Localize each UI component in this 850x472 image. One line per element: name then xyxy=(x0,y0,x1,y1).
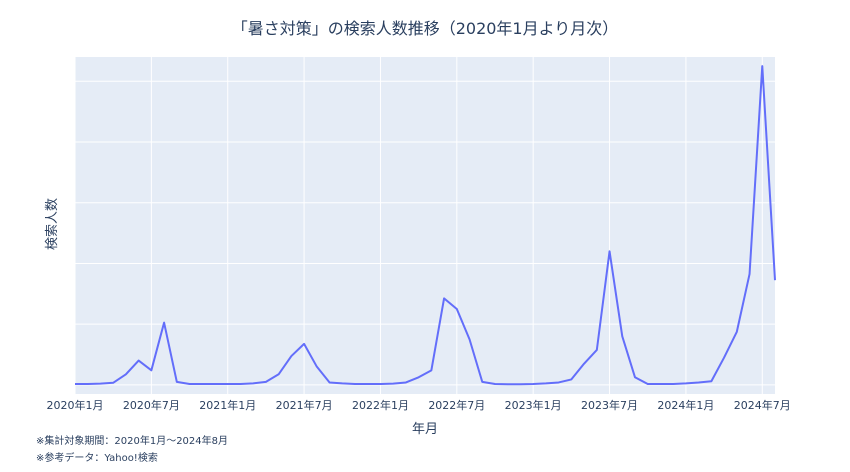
x-tick-label: 2020年1月 xyxy=(47,398,104,412)
series-line xyxy=(75,65,776,386)
footnote-source: ※参考データ：Yahoo!検索 xyxy=(36,453,158,464)
grid-layer xyxy=(74,57,775,394)
x-tick-label: 2024年1月 xyxy=(657,398,714,412)
x-tick-label: 2023年1月 xyxy=(505,398,562,412)
x-tick-label: 2022年1月 xyxy=(352,398,409,412)
footnote-period: ※集計対象期間：2020年1月〜2024年8月 xyxy=(36,436,229,447)
x-tick-label: 2023年7月 xyxy=(581,398,638,412)
x-axis-ticks: 2020年1月 2020年7月 2021年1月 2021年7月 2022年1月 2022年… xyxy=(47,398,791,412)
x-tick-label: 2022年7月 xyxy=(428,398,485,412)
x-axis-title: 年月 xyxy=(412,422,438,437)
y-axis-title: 検索人数 xyxy=(45,198,60,250)
chart-title: 「暑さ対策」の検索人数推移（2020年1月より月次） xyxy=(232,19,619,38)
x-tick-label: 2021年1月 xyxy=(199,398,256,412)
x-tick-label: 2020年7月 xyxy=(123,398,180,412)
x-tick-label: 2024年7月 xyxy=(734,398,791,412)
series-layer xyxy=(75,65,776,386)
x-tick-label: 2021年7月 xyxy=(276,398,333,412)
plot-area xyxy=(75,57,775,394)
